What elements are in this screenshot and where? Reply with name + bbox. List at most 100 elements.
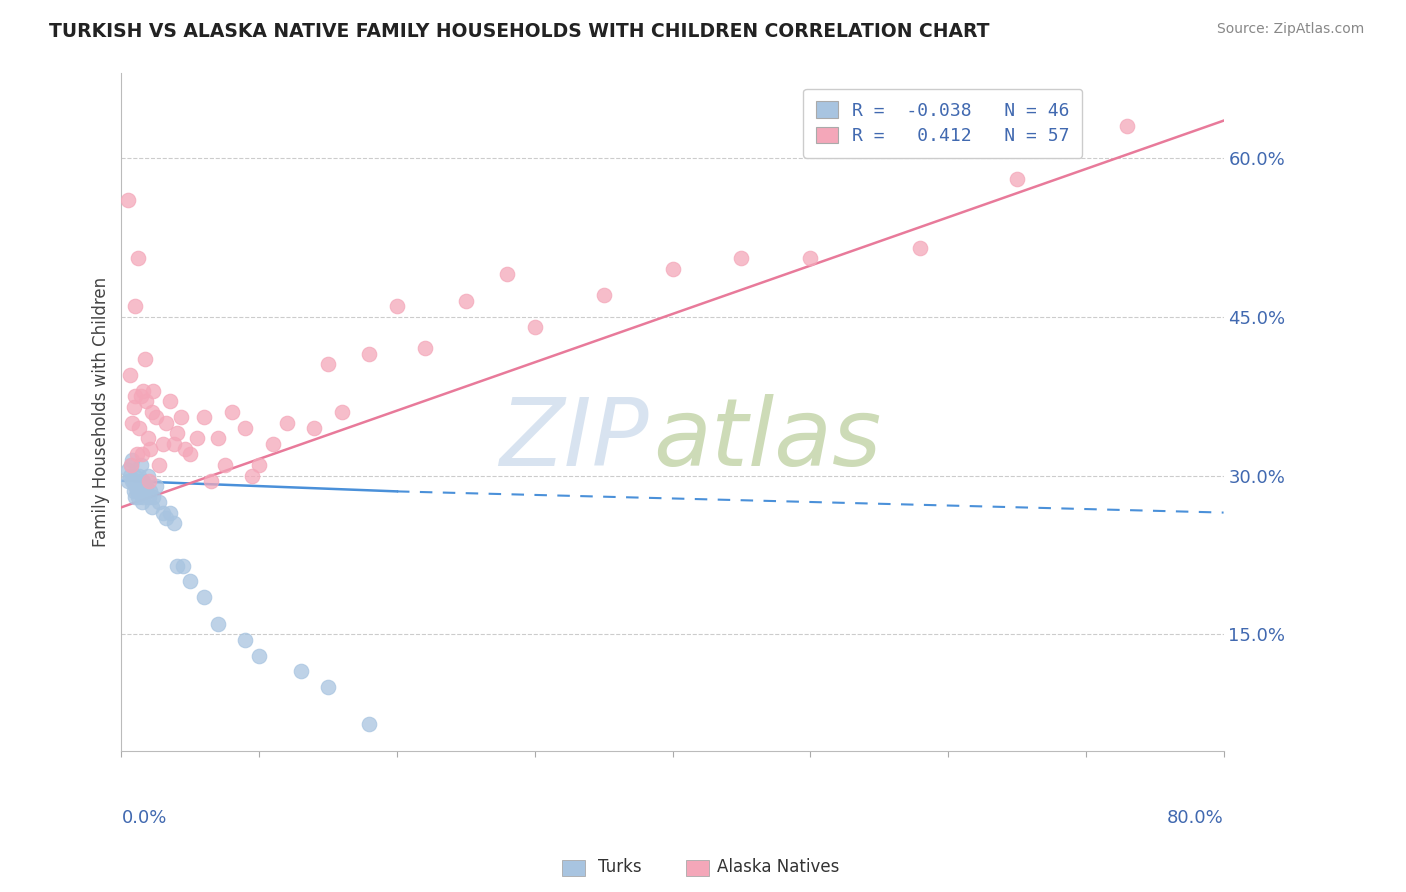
Point — [170, 410, 193, 425]
Point — [330, 405, 353, 419]
Point — [193, 591, 215, 605]
Point — [592, 288, 614, 302]
Point — [152, 436, 174, 450]
Point — [262, 436, 284, 450]
Point — [173, 442, 195, 456]
Point — [124, 389, 146, 403]
Point — [661, 262, 683, 277]
Point — [207, 432, 229, 446]
Point — [166, 558, 188, 573]
Point — [145, 479, 167, 493]
Point — [120, 458, 142, 472]
Point — [730, 252, 752, 266]
Point — [247, 648, 270, 663]
Point — [496, 267, 519, 281]
Point — [142, 490, 165, 504]
Point — [276, 416, 298, 430]
Point — [129, 458, 152, 472]
Point — [125, 484, 148, 499]
Text: Alaska Natives: Alaska Natives — [717, 858, 839, 876]
Point — [127, 474, 149, 488]
Point — [117, 463, 139, 477]
Point — [124, 479, 146, 493]
Point — [134, 484, 156, 499]
Point — [235, 632, 257, 647]
Point — [799, 252, 821, 266]
Point — [136, 468, 159, 483]
Point — [155, 416, 177, 430]
Point — [135, 479, 157, 493]
Point — [139, 484, 162, 499]
Text: Source: ZipAtlas.com: Source: ZipAtlas.com — [1216, 22, 1364, 37]
Point — [131, 447, 153, 461]
Point — [132, 490, 155, 504]
Point — [139, 442, 162, 456]
Point — [128, 468, 150, 483]
Point — [316, 357, 339, 371]
Point — [121, 416, 143, 430]
Point — [124, 468, 146, 483]
Point — [200, 474, 222, 488]
Point — [138, 490, 160, 504]
Point — [148, 458, 170, 472]
Point — [152, 506, 174, 520]
Point — [122, 400, 145, 414]
Point — [121, 452, 143, 467]
Point — [135, 394, 157, 409]
Point — [141, 405, 163, 419]
Point — [118, 468, 141, 483]
Point — [316, 681, 339, 695]
Point — [454, 293, 477, 308]
Y-axis label: Family Households with Children: Family Households with Children — [93, 277, 110, 547]
Point — [186, 432, 208, 446]
Text: 0.0%: 0.0% — [121, 809, 167, 827]
Point — [166, 426, 188, 441]
Text: atlas: atlas — [652, 393, 882, 484]
Point — [235, 421, 257, 435]
Point — [132, 384, 155, 398]
Point — [141, 500, 163, 515]
Point — [131, 474, 153, 488]
Point — [148, 495, 170, 509]
Text: Turks: Turks — [598, 858, 641, 876]
Point — [138, 474, 160, 488]
Point — [290, 665, 312, 679]
Point — [136, 432, 159, 446]
Point — [125, 474, 148, 488]
Point — [127, 252, 149, 266]
Point — [385, 299, 408, 313]
Point — [145, 410, 167, 425]
Point — [117, 193, 139, 207]
Point — [132, 474, 155, 488]
Point — [121, 474, 143, 488]
Point — [910, 241, 932, 255]
Point — [155, 511, 177, 525]
Text: 80.0%: 80.0% — [1167, 809, 1223, 827]
Point — [163, 516, 186, 531]
Point — [1005, 172, 1028, 186]
Point — [523, 320, 546, 334]
Point — [159, 394, 181, 409]
Point — [122, 484, 145, 499]
Point — [413, 342, 436, 356]
Text: TURKISH VS ALASKA NATIVE FAMILY HOUSEHOLDS WITH CHILDREN CORRELATION CHART: TURKISH VS ALASKA NATIVE FAMILY HOUSEHOL… — [49, 22, 990, 41]
Point — [207, 616, 229, 631]
Point — [179, 447, 201, 461]
Point — [118, 368, 141, 382]
Point — [1116, 119, 1139, 133]
Point — [193, 410, 215, 425]
Point — [124, 490, 146, 504]
Point — [163, 436, 186, 450]
Point — [125, 447, 148, 461]
Point — [159, 506, 181, 520]
Point — [359, 347, 381, 361]
Point — [247, 458, 270, 472]
Point — [240, 468, 263, 483]
Point — [127, 490, 149, 504]
Point — [131, 495, 153, 509]
Point — [129, 389, 152, 403]
Text: ZIP: ZIP — [499, 393, 648, 484]
Point — [120, 458, 142, 472]
Point — [142, 384, 165, 398]
Point — [134, 351, 156, 366]
